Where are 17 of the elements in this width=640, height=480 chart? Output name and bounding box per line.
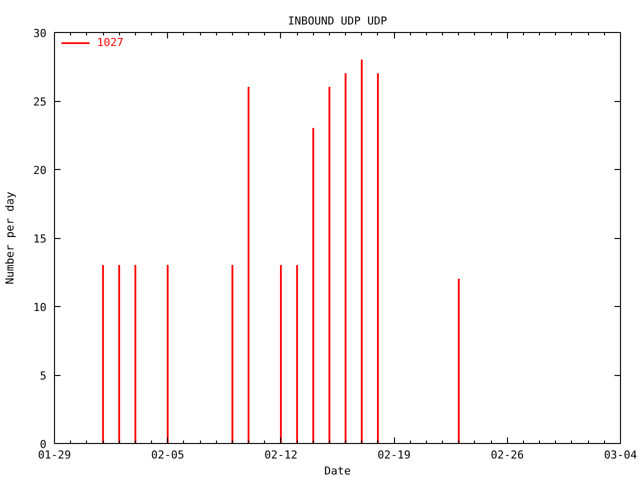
y-tick-label: 25 — [33, 96, 47, 108]
x-tick-label: 03-04 — [604, 448, 638, 462]
x-tick-label: 02-19 — [378, 448, 411, 462]
y-tick-label: 20 — [33, 164, 47, 177]
y-tick-label: 30 — [33, 27, 47, 40]
y-tick-label: 0 — [40, 438, 46, 451]
x-axis-title: Date — [324, 464, 351, 478]
y-tick-label: 10 — [33, 301, 47, 314]
y-axis-title: Number per day — [3, 191, 16, 284]
legend-label: 1027 — [97, 36, 124, 49]
chart-title: INBOUND UDP UDP — [288, 14, 388, 28]
x-tick-label: 02-05 — [151, 448, 184, 462]
y-tick-label: 5 — [40, 370, 46, 382]
x-tick-label: 02-26 — [490, 448, 524, 462]
y-tick-label: 15 — [33, 232, 47, 246]
x-tick-label: 02-12 — [264, 448, 298, 462]
x-tick-label: 01-29 — [38, 448, 72, 462]
